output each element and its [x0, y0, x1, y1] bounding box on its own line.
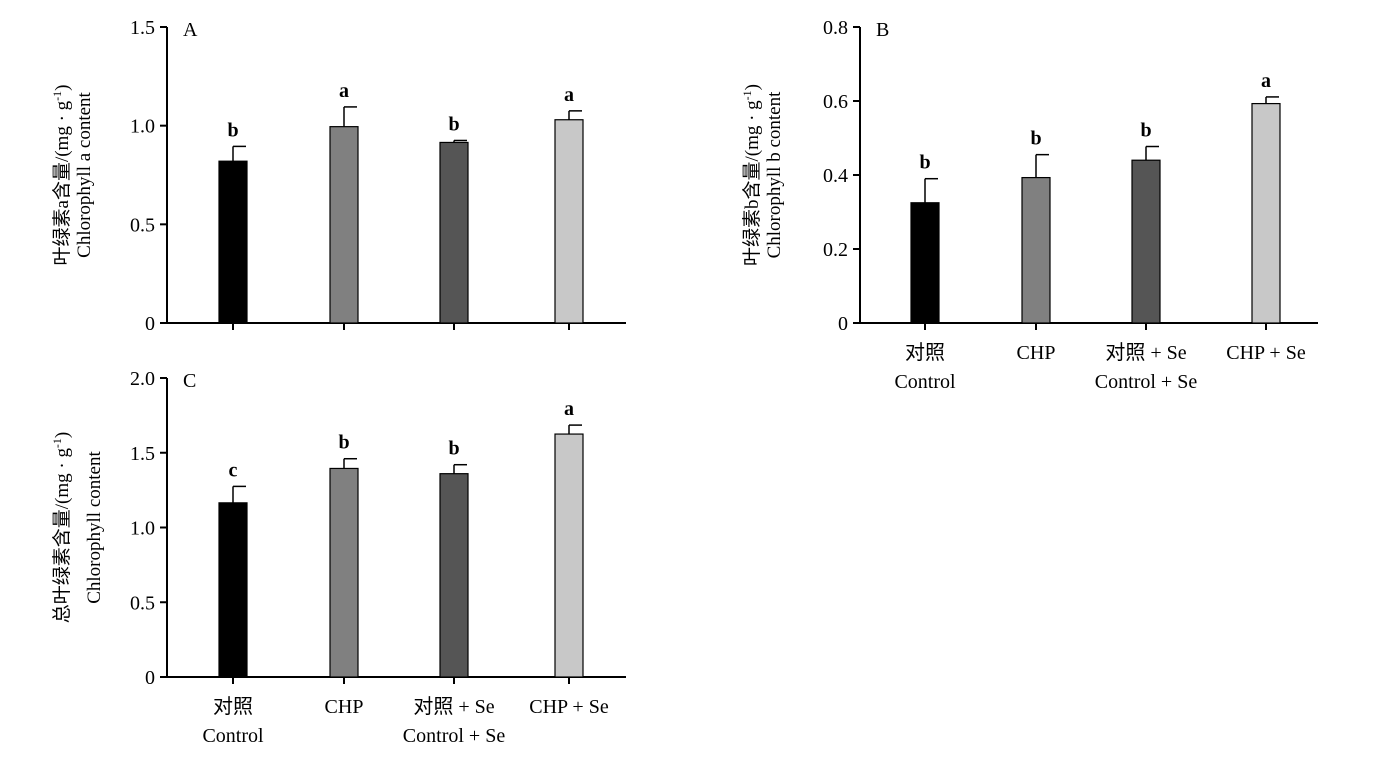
y-tick-label: 0.2	[823, 239, 848, 261]
y-axis-label: Chlorophyll b content	[764, 91, 785, 258]
x-tick-label: CHP + Se	[529, 696, 609, 718]
panel-c: 0 0.5 1.0 1.5 2.0 Cc 对照 Control b CHP b 对照 + Se Cont…	[50, 368, 626, 747]
panel-b: 0 0.2 0.4 0.6 0.8 Bb 对照 Control b CHP b 对照 + Se Cont…	[740, 17, 1318, 393]
bar	[554, 433, 584, 678]
y-tick-label: 1.5	[130, 443, 155, 465]
x-tick-label: CHP + Se	[1226, 342, 1306, 364]
x-tick-label: 对照 + Se	[1105, 341, 1186, 364]
bar	[218, 160, 248, 324]
x-tick-label: 对照	[213, 695, 253, 718]
bar	[1021, 176, 1051, 324]
significance-letter: a	[1261, 70, 1271, 92]
significance-letter: b	[919, 152, 930, 174]
panel-a: 0 0.5 1.0 1.5 Ab a b a 叶绿素a含量/(mg · g-1)Chloroph…	[50, 17, 626, 335]
bar	[1251, 102, 1281, 324]
y-tick-label: 1.0	[130, 116, 155, 138]
x-tick-label: CHP	[1017, 342, 1056, 364]
y-tick-label: 0.4	[823, 165, 848, 187]
significance-letter: b	[448, 438, 459, 460]
significance-letter: a	[339, 80, 349, 102]
significance-letter: b	[448, 113, 459, 135]
panel-label: A	[183, 19, 198, 41]
y-tick-label: 0.8	[823, 17, 848, 39]
y-tick-label: 1.0	[130, 518, 155, 540]
y-axis-label: 总叶绿素含量/(mg · g-1)	[50, 432, 73, 624]
y-tick-label: 0	[145, 313, 155, 335]
significance-letter: b	[227, 119, 238, 141]
y-axis-label: 叶绿素b含量/(mg · g-1)	[740, 84, 763, 266]
significance-letter: b	[338, 432, 349, 454]
panel-label: B	[876, 19, 889, 41]
panel-label: C	[183, 370, 196, 392]
x-tick-label: 对照 + Se	[413, 695, 494, 718]
x-tick-label: Control	[202, 725, 264, 747]
x-tick-label: 对照	[905, 341, 945, 364]
y-tick-label: 0.5	[130, 592, 155, 614]
bar	[439, 473, 469, 678]
bar	[1131, 159, 1161, 324]
y-axis-label: 叶绿素a含量/(mg · g-1)	[50, 85, 73, 266]
y-tick-label: 2.0	[130, 368, 155, 390]
x-tick-label: Control	[894, 371, 956, 393]
y-tick-label: 0	[838, 313, 848, 335]
bar	[439, 141, 469, 324]
y-tick-label: 0.6	[823, 91, 848, 113]
significance-letter: b	[1140, 120, 1151, 142]
y-tick-label: 0	[145, 667, 155, 689]
y-tick-label: 0.5	[130, 214, 155, 236]
bar	[554, 119, 584, 324]
significance-letter: c	[229, 459, 238, 481]
y-axis-label: Chlorophyll content	[84, 451, 105, 604]
bar	[218, 502, 248, 678]
significance-letter: b	[1030, 128, 1041, 150]
y-axis-label: Chlorophyll a content	[74, 91, 95, 257]
y-tick-label: 1.5	[130, 17, 155, 39]
bar	[910, 202, 940, 324]
x-tick-label: Control + Se	[403, 725, 506, 747]
x-tick-label: CHP	[325, 696, 364, 718]
significance-letter: a	[564, 398, 574, 420]
x-tick-label: Control + Se	[1095, 371, 1198, 393]
significance-letter: a	[564, 84, 574, 106]
bar	[329, 467, 359, 678]
bar	[329, 126, 359, 324]
